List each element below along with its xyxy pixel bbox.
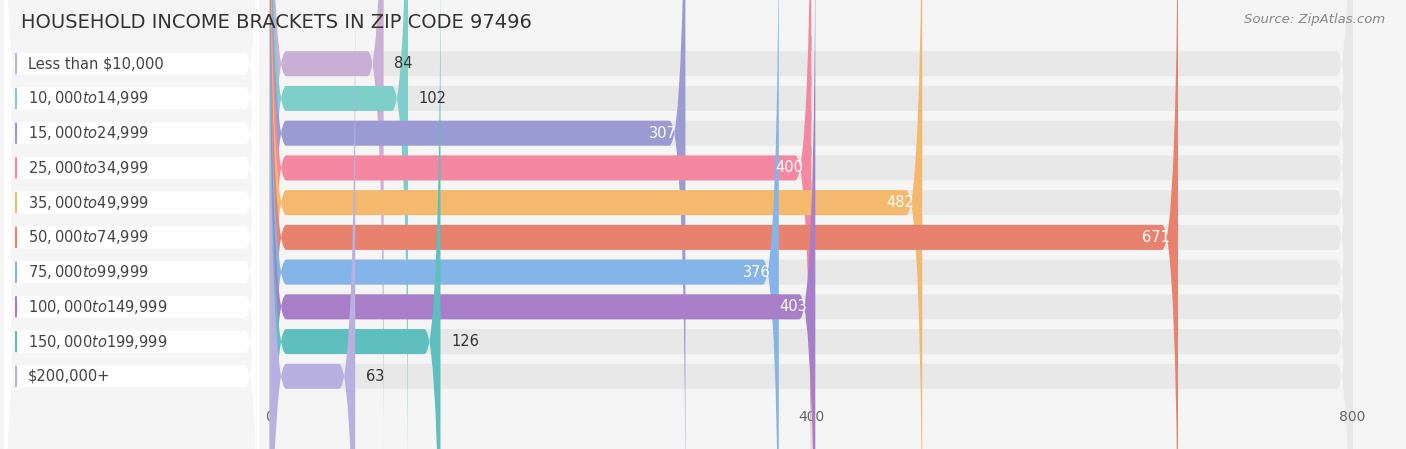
FancyBboxPatch shape <box>270 0 1353 449</box>
Text: $100,000 to $149,999: $100,000 to $149,999 <box>28 298 167 316</box>
Text: 63: 63 <box>366 369 384 384</box>
FancyBboxPatch shape <box>4 0 259 449</box>
Text: $15,000 to $24,999: $15,000 to $24,999 <box>28 124 149 142</box>
FancyBboxPatch shape <box>270 0 922 449</box>
FancyBboxPatch shape <box>270 0 779 449</box>
Text: 403: 403 <box>779 299 807 314</box>
Text: 102: 102 <box>419 91 447 106</box>
FancyBboxPatch shape <box>270 0 815 449</box>
Text: 482: 482 <box>886 195 914 210</box>
FancyBboxPatch shape <box>270 0 1353 449</box>
FancyBboxPatch shape <box>270 0 1353 449</box>
FancyBboxPatch shape <box>270 0 1353 449</box>
Text: $75,000 to $99,999: $75,000 to $99,999 <box>28 263 149 281</box>
FancyBboxPatch shape <box>270 0 1178 449</box>
Text: 376: 376 <box>742 264 770 280</box>
Text: 400: 400 <box>775 160 803 176</box>
FancyBboxPatch shape <box>270 0 1353 449</box>
Text: Less than $10,000: Less than $10,000 <box>28 56 165 71</box>
FancyBboxPatch shape <box>4 0 259 449</box>
FancyBboxPatch shape <box>270 0 1353 449</box>
Text: $50,000 to $74,999: $50,000 to $74,999 <box>28 229 149 247</box>
FancyBboxPatch shape <box>270 0 1353 449</box>
FancyBboxPatch shape <box>4 0 259 400</box>
Text: 307: 307 <box>650 126 678 141</box>
Text: $35,000 to $49,999: $35,000 to $49,999 <box>28 194 149 211</box>
FancyBboxPatch shape <box>270 0 1353 449</box>
Text: $25,000 to $34,999: $25,000 to $34,999 <box>28 159 149 177</box>
FancyBboxPatch shape <box>270 0 356 449</box>
Text: Source: ZipAtlas.com: Source: ZipAtlas.com <box>1244 13 1385 26</box>
FancyBboxPatch shape <box>4 0 259 435</box>
Text: 126: 126 <box>451 334 479 349</box>
Text: $10,000 to $14,999: $10,000 to $14,999 <box>28 89 149 107</box>
FancyBboxPatch shape <box>4 0 259 449</box>
Text: $200,000+: $200,000+ <box>28 369 111 384</box>
FancyBboxPatch shape <box>270 0 685 449</box>
FancyBboxPatch shape <box>4 40 259 449</box>
Text: 671: 671 <box>1142 230 1170 245</box>
FancyBboxPatch shape <box>270 0 408 449</box>
Text: HOUSEHOLD INCOME BRACKETS IN ZIP CODE 97496: HOUSEHOLD INCOME BRACKETS IN ZIP CODE 97… <box>21 13 531 32</box>
FancyBboxPatch shape <box>270 0 1353 449</box>
FancyBboxPatch shape <box>4 0 259 449</box>
Text: $150,000 to $199,999: $150,000 to $199,999 <box>28 333 167 351</box>
FancyBboxPatch shape <box>4 5 259 449</box>
FancyBboxPatch shape <box>4 0 259 449</box>
FancyBboxPatch shape <box>270 0 440 449</box>
FancyBboxPatch shape <box>270 0 1353 449</box>
FancyBboxPatch shape <box>4 0 259 449</box>
Text: 84: 84 <box>395 56 413 71</box>
FancyBboxPatch shape <box>270 0 811 449</box>
FancyBboxPatch shape <box>270 0 384 449</box>
